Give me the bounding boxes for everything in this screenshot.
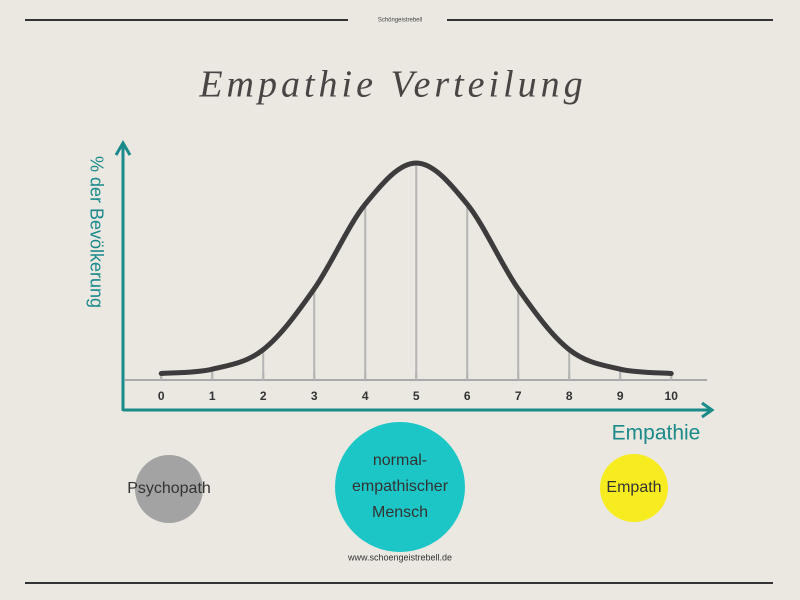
group-label: Psychopath (127, 480, 211, 497)
group-circle (135, 455, 203, 523)
y-axis-arrow (114, 140, 132, 156)
brand: Schöngeistrebell (378, 18, 422, 24)
curve (158, 160, 674, 376)
group-circle (335, 422, 465, 552)
x-tick-label: 1 (209, 389, 216, 403)
x-tick-label: 4 (362, 389, 369, 403)
group-circle (600, 454, 668, 522)
x-tick-label: 6 (464, 389, 471, 403)
x-tick-label: 10 (665, 389, 679, 403)
group-label: Empath (606, 479, 661, 496)
x-tick-label: 3 (311, 389, 318, 403)
x-axis-label: Empathie (612, 422, 701, 445)
x-tick-label: 8 (566, 389, 573, 403)
x-tick-label: 2 (260, 389, 267, 403)
x-tick-label: 7 (515, 389, 522, 403)
x-tick-label: 5 (413, 389, 420, 403)
y-axis-label: % der Bevölkerung (86, 156, 106, 308)
x-tick-label: 0 (158, 389, 165, 403)
group-label: empathischer (352, 478, 449, 495)
footer-url: www.schoengeistrebell.de (347, 552, 452, 562)
group-label: Mensch (372, 504, 428, 521)
x-tick-label: 9 (617, 389, 624, 403)
group-label: normal- (373, 452, 427, 469)
x-axis-arrow (701, 401, 715, 419)
chart-title: Empathie Verteilung (198, 64, 586, 106)
